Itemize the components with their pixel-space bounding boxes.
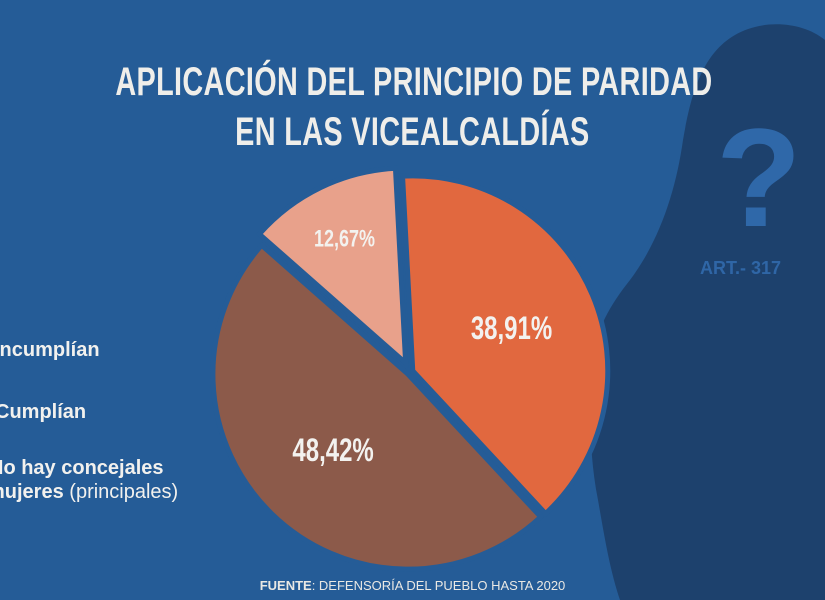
chart-title-line1: APLICACIÓN DEL PRINCIPIO DE PARIDAD [115, 60, 713, 104]
chart-title-line2: EN LAS VICEALCALDÍAS [235, 110, 590, 154]
slice-label: 48,42% [292, 432, 373, 468]
legend-item-no-concejales: No hay concejales mujeres (principales) [0, 456, 178, 504]
slice-label: 12,67% [314, 226, 375, 252]
source-note: FUENTE: DEFENSORÍA DEL PUEBLO HASTA 2020 [0, 578, 825, 593]
pie-chart: 38,91% 48,42% 12,67% [210, 165, 611, 572]
pie-slice [210, 241, 545, 572]
legend-item3-line1: No hay concejales [0, 457, 164, 479]
legend-item3-light: (principales) [69, 481, 179, 503]
silhouette-head [590, 24, 825, 600]
legend-item3-line2: mujeres (principales) [0, 480, 178, 504]
source-text: : DEFENSORÍA DEL PUEBLO HASTA 2020 [311, 578, 566, 593]
legend-item3-bold: mujeres [0, 481, 64, 503]
article-label: ART.- 317 [700, 258, 782, 278]
legend-item-incumplian: Incumplían [0, 339, 100, 361]
question-mark-icon: ? [716, 99, 802, 256]
source-label: FUENTE [259, 578, 312, 593]
slice-label: 38,91% [471, 310, 552, 346]
pie-slice [399, 173, 611, 518]
legend-item-cumplian: Cumplían [0, 401, 87, 423]
pie-slice [255, 165, 409, 369]
